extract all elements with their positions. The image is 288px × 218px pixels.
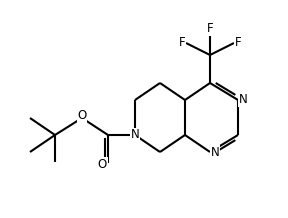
Text: F: F (178, 36, 185, 49)
Text: O: O (77, 109, 87, 123)
Text: N: N (211, 145, 220, 158)
Text: N: N (131, 128, 139, 141)
Text: F: F (207, 22, 213, 36)
Text: N: N (239, 94, 248, 107)
Text: O: O (98, 157, 107, 170)
Text: F: F (235, 36, 242, 49)
